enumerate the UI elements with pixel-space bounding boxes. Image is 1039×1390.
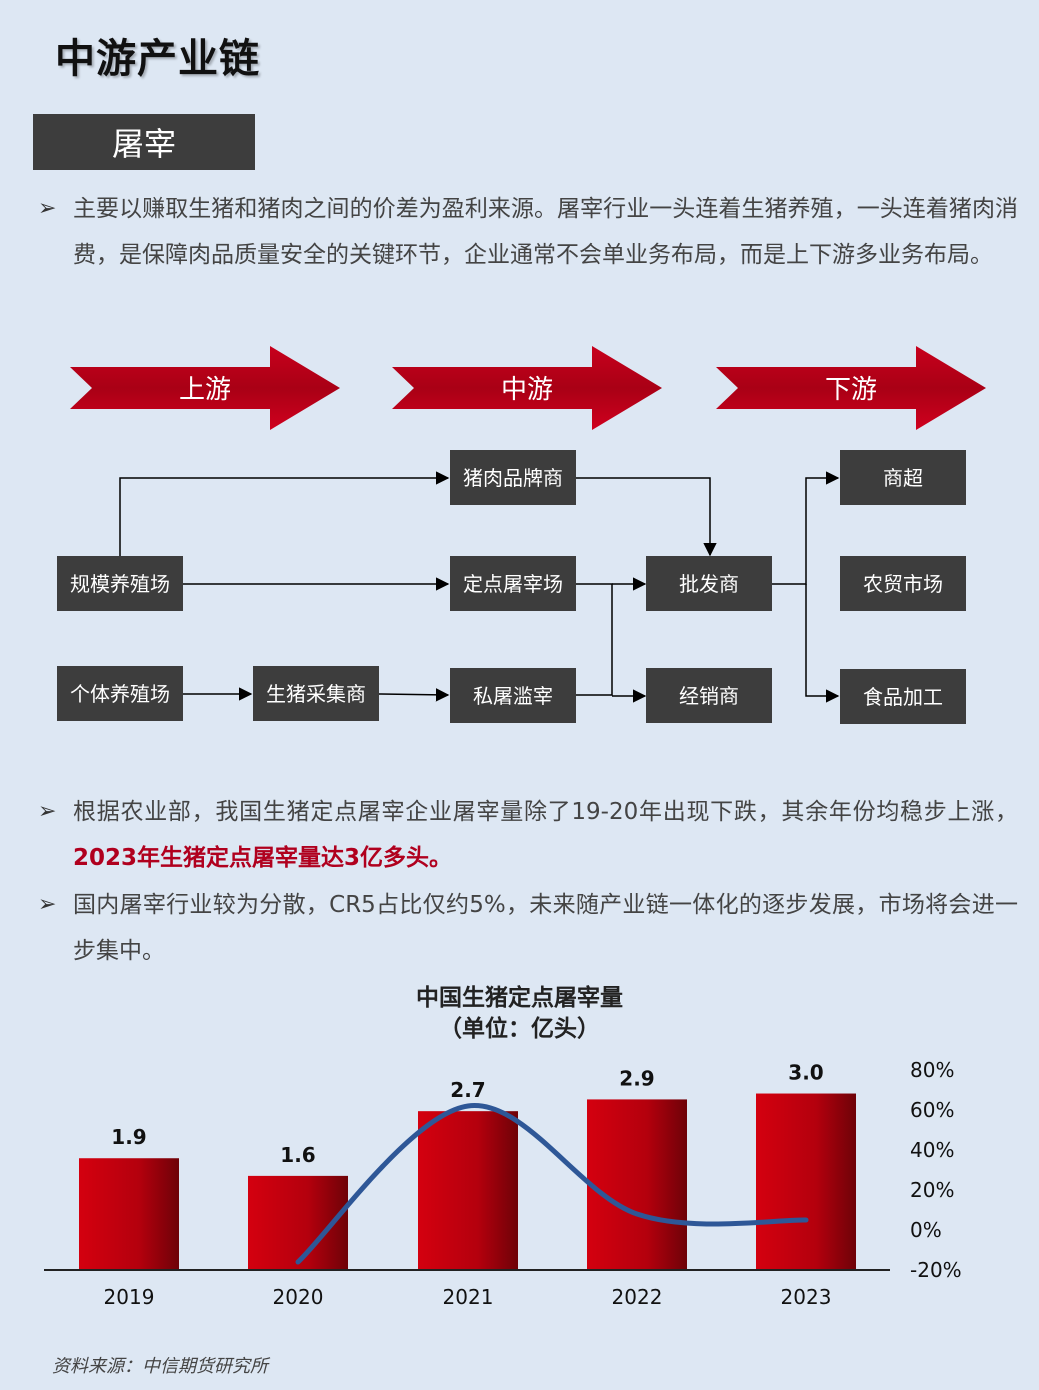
svg-text:生猪采集商: 生猪采集商 bbox=[266, 682, 366, 706]
industry-chain-diagram: 上游 中游 下游 猪肉品牌商 规模养殖场 定点屠宰场 bbox=[57, 346, 986, 724]
svg-text:个体养殖场: 个体养殖场 bbox=[70, 682, 170, 706]
connector-brand-to-wholesaler bbox=[576, 477, 717, 557]
node-private-slaughter: 私屠滥宰 bbox=[450, 668, 576, 723]
bar-2019 bbox=[79, 1158, 179, 1270]
connector-collector-to-private bbox=[378, 688, 450, 702]
x-tick-label: 2023 bbox=[781, 1285, 832, 1309]
bar-2022 bbox=[587, 1099, 687, 1270]
svg-text:规模养殖场: 规模养殖场 bbox=[70, 572, 170, 596]
bullet-intro-text: 主要以赚取生猪和猪肉之间的价差为盈利来源。屠宰行业一头连着生猪养殖，一头连着猪肉… bbox=[73, 196, 1018, 268]
bullet-arrow-icon: ➢ bbox=[38, 196, 57, 221]
section-tag: 屠宰 bbox=[33, 114, 255, 170]
bar-value-label: 1.6 bbox=[280, 1143, 315, 1167]
svg-text:农贸市场: 农贸市场 bbox=[863, 572, 943, 596]
node-wholesaler: 批发商 bbox=[646, 556, 772, 611]
stage-arrow-downstream: 下游 bbox=[716, 346, 986, 430]
bar-value-label: 2.9 bbox=[619, 1066, 654, 1090]
node-supermarket: 商超 bbox=[840, 450, 966, 505]
y2-tick-label: -20% bbox=[910, 1258, 962, 1282]
chart-title: 中国生猪定点屠宰量 bbox=[416, 985, 623, 1011]
stage-arrow-upstream: 上游 bbox=[70, 346, 340, 430]
x-tick-label: 2020 bbox=[273, 1285, 324, 1309]
bar-2021 bbox=[418, 1111, 518, 1270]
stage-label-downstream: 下游 bbox=[825, 375, 877, 405]
y2-tick-label: 60% bbox=[910, 1098, 954, 1122]
y2-tick-label: 0% bbox=[910, 1218, 942, 1242]
bullet-concentration: ➢ 国内屠宰行业较为分散，CR5占比仅约5%，未来随产业链一体化的逐步发展，市场… bbox=[38, 882, 1018, 974]
node-individual-farm: 个体养殖场 bbox=[57, 666, 183, 721]
flow-connectors bbox=[119, 471, 840, 703]
stage-arrow-midstream: 中游 bbox=[392, 346, 662, 430]
bullet-intro: ➢ 主要以赚取生猪和猪肉之间的价差为盈利来源。屠宰行业一头连着生猪养殖，一头连着… bbox=[38, 186, 1018, 278]
y2-tick-label: 20% bbox=[910, 1178, 954, 1202]
bullet-arrow-icon: ➢ bbox=[38, 892, 57, 917]
bullet-arrow-icon: ➢ bbox=[38, 799, 57, 824]
svg-text:定点屠宰场: 定点屠宰场 bbox=[463, 572, 563, 596]
bar-value-label: 2.7 bbox=[450, 1078, 485, 1102]
y2-tick-label: 80% bbox=[910, 1058, 954, 1082]
x-tick-label: 2022 bbox=[612, 1285, 663, 1309]
bullet-stats-text: 根据农业部，我国生猪定点屠宰企业屠宰量除了19-20年出现下跌，其余年份均稳步上… bbox=[73, 799, 1018, 825]
x-tick-label: 2019 bbox=[104, 1285, 155, 1309]
node-hog-collector: 生猪采集商 bbox=[253, 666, 379, 721]
stage-label-upstream: 上游 bbox=[179, 375, 231, 405]
source-note: 资料来源：中信期货研究所 bbox=[52, 1356, 268, 1377]
bar-value-label: 1.9 bbox=[111, 1125, 146, 1149]
node-designated-slaughter: 定点屠宰场 bbox=[450, 556, 576, 611]
growth-rate-line bbox=[295, 1103, 809, 1265]
connector-to-food-processing bbox=[805, 584, 840, 703]
svg-text:商超: 商超 bbox=[883, 466, 923, 490]
slaughter-volume-chart: 1.9 1.6 2.7 2.9 3.0 2019 2020 2021 2022 2023 80%… bbox=[44, 1058, 962, 1309]
bullet-stats-highlight: 2023年生猪定点屠宰量达3亿多头。 bbox=[73, 845, 453, 871]
svg-text:猪肉品牌商: 猪肉品牌商 bbox=[463, 466, 563, 490]
svg-text:批发商: 批发商 bbox=[679, 572, 739, 596]
bullet-stats: ➢ 根据农业部，我国生猪定点屠宰企业屠宰量除了19-20年出现下跌，其余年份均稳… bbox=[38, 789, 1018, 881]
svg-text:食品加工: 食品加工 bbox=[863, 685, 943, 709]
node-scale-farm: 规模养殖场 bbox=[57, 556, 183, 611]
node-farmers-market: 农贸市场 bbox=[840, 556, 966, 611]
page-title: 中游产业链 bbox=[55, 36, 260, 82]
bar-value-label: 3.0 bbox=[788, 1061, 823, 1085]
node-food-processing: 食品加工 bbox=[840, 669, 966, 724]
connector-to-supermarket bbox=[772, 471, 840, 585]
connector-slaughter-merge bbox=[576, 583, 613, 696]
connector-scale-to-brand bbox=[119, 471, 450, 556]
svg-text:经销商: 经销商 bbox=[679, 684, 739, 708]
node-pork-brand: 猪肉品牌商 bbox=[450, 450, 576, 505]
x-tick-label: 2021 bbox=[443, 1285, 494, 1309]
stage-label-midstream: 中游 bbox=[501, 375, 553, 405]
svg-text:私屠滥宰: 私屠滥宰 bbox=[473, 684, 553, 708]
y2-tick-label: 40% bbox=[910, 1138, 954, 1162]
bar-2023 bbox=[756, 1093, 856, 1270]
node-distributor: 经销商 bbox=[646, 668, 772, 723]
chart-subtitle: （单位：亿头） bbox=[439, 1016, 600, 1042]
bullet-concentration-text: 国内屠宰行业较为分散，CR5占比仅约5%，未来随产业链一体化的逐步发展，市场将会… bbox=[73, 892, 1018, 964]
